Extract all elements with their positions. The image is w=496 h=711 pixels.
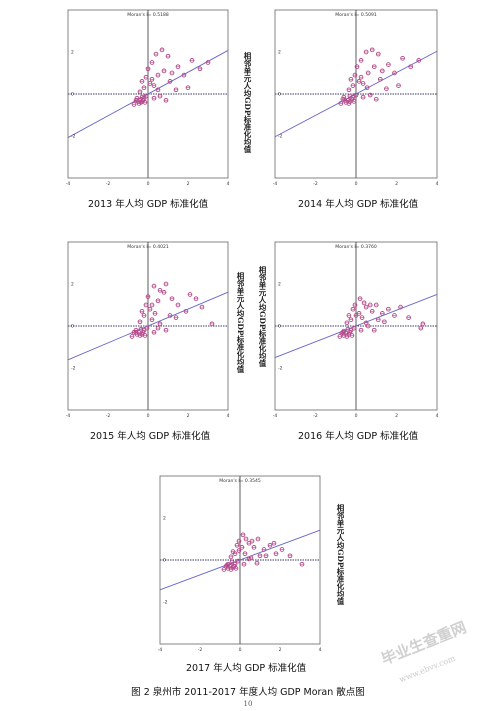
moran-i-title: Moran's I= 0.3760 [335,244,377,250]
scatter-panel-2015: Moran's I= 0.4021 -4 -2 0 2 4 2 0 -2 2015 年人均 GD… [66,241,230,442]
scatter-panel-2016: Moran's I= 0.3760 -4 -2 0 2 4 2 0 -2 2016 年人均 GD… [273,241,439,442]
moran-scatter-plot-2015: Moran's I= 0.4021 -4 -2 0 2 4 2 0 -2 [66,241,230,419]
x-tick-label: -4 [273,413,278,419]
x-tick-label: 4 [227,181,230,187]
x-tick-label: 4 [319,647,322,653]
moran-scatter-plot-2016: Moran's I= 0.3760 -4 -2 0 2 4 2 0 -2 [273,241,439,419]
x-tick-label: 4 [436,181,439,187]
scatter-panel-2017: Moran's I= 0.3545 -4 -2 0 2 4 2 0 -2 2017 年人均 GD… [158,475,322,674]
data-point [367,92,373,98]
x-tick-label: 0 [355,413,358,419]
data-point [364,85,370,91]
x-tick-label: 0 [355,181,358,187]
x-tick-label: 0 [239,647,242,653]
y-tick-label: 2 [71,50,74,56]
x-axis-caption-2016: 2016 年人均 GDP 标准化值 [298,431,419,442]
y-tick-label: 2 [278,282,281,288]
y-tick-label: 0 [71,92,74,98]
y-tick-label: -2 [278,134,283,140]
y-tick-label: -2 [71,366,76,372]
data-point [349,333,355,338]
moran-i-title: Moran's I= 0.3545 [219,478,261,484]
x-tick-label: 4 [227,413,230,419]
data-point [359,315,365,320]
x-tick-label: 2 [395,181,398,187]
data-point [398,304,403,310]
data-point [354,64,360,70]
regression-line [274,293,438,359]
y-axis-label-2017: 相邻单元人均GDP标准化均值 [336,504,345,606]
data-point [337,334,343,339]
scatter-panel-2014: Moran's I= 0.5091 -4 -2 0 2 4 2 0 -2 2014 年人均 GD… [273,9,439,210]
y-axis-label-2013: 相邻单元人均GDP标准化均值 [243,52,252,154]
x-tick-label: 0 [147,413,150,419]
y-tick-label: 0 [278,324,281,330]
y-tick-label: 2 [163,516,166,522]
figure-caption: 图 2 泉州市 2011-2017 年度人均 GDP Moran 散点图 [131,687,365,698]
data-point [344,320,350,326]
x-axis-caption-2013: 2013 年人均 GDP 标准化值 [88,199,209,210]
x-tick-label: -2 [106,181,111,187]
data-point [352,72,358,78]
x-tick-label: -2 [106,413,111,419]
moran-scatter-plot-2014: Moran's I= 0.5091 -4 -2 0 2 4 2 0 -2 [273,9,439,187]
y-tick-label: 0 [278,92,281,98]
x-tick-label: 2 [279,647,282,653]
x-tick-label: 4 [436,413,439,419]
y-tick-label: -2 [163,600,168,606]
x-tick-label: -4 [273,181,278,187]
y-tick-label: -2 [278,366,283,372]
x-tick-label: 0 [147,181,150,187]
y-tick-label: 0 [163,558,166,564]
x-axis-caption-2014: 2014 年人均 GDP 标准化值 [298,199,419,210]
x-tick-label: -2 [198,647,203,653]
x-tick-label: 2 [187,181,190,187]
data-point [347,93,353,99]
regression-line [67,50,229,138]
x-tick-label: -2 [313,181,318,187]
x-tick-label: 2 [395,413,398,419]
x-tick-label: -2 [313,413,318,419]
x-axis-caption-2017: 2017 年人均 GDP 标准化值 [186,663,307,674]
data-point [377,76,383,82]
x-tick-label: -4 [158,647,163,653]
regression-line [274,50,438,138]
y-tick-label: 2 [71,282,74,288]
scatter-panel-2013: Moran's I= 0.5188 -4 -2 0 2 4 2 0 -2 相邻单元人均GDP标准… [66,9,252,210]
x-tick-label: 2 [187,413,190,419]
moran-scatter-plot-2017: Moran's I= 0.3545 -4 -2 0 2 4 2 0 -2 [158,475,322,653]
y-axis-label-2016: 相邻单元人均GDP标准化均值 [258,266,267,368]
y-tick-label: 2 [278,50,281,56]
moran-i-title: Moran's I= 0.4021 [127,244,169,250]
x-tick-label: -4 [66,181,71,187]
data-point [352,302,358,308]
moran-i-title: Moran's I= 0.5091 [335,12,377,18]
x-tick-label: -4 [66,413,71,419]
moran-i-title: Moran's I= 0.5188 [127,12,169,18]
data-point [379,311,385,316]
data-point [369,47,375,53]
page-number: 10 [243,700,253,708]
data-point [379,68,385,74]
y-tick-label: -2 [71,134,76,140]
data-point [367,302,373,308]
y-tick-label: 0 [71,324,74,330]
data-point [369,308,375,314]
moran-scatter-plot-2013: Moran's I= 0.5188 -4 -2 0 2 4 2 0 -2 [66,9,230,187]
y-axis-label-2015: 相邻单元人均GDP标准化均值 [236,272,245,374]
data-point [357,296,363,302]
x-axis-caption-2015: 2015 年人均 GDP 标准化值 [90,431,211,442]
